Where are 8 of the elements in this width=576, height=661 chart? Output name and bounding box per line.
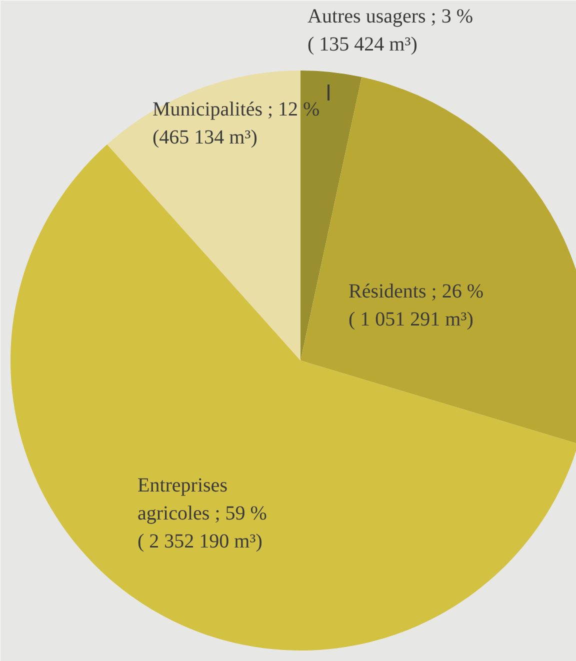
slice-label: Entreprises agricoles ; 59 % — [138, 474, 267, 524]
data-label: (465 134 m³) — [152, 126, 258, 148]
slice-label: Résidents ; 26 % — [348, 280, 484, 302]
data-label: ( 135 424 m³) — [308, 34, 418, 56]
data-label: ( 2 352 190 m³) — [138, 530, 262, 552]
slice-label: Autres usagers ; 3 % — [308, 6, 474, 28]
slice-label: Municipalités ; 12 % — [152, 98, 320, 120]
data-label: ( 1 051 291 m³) — [348, 308, 474, 330]
